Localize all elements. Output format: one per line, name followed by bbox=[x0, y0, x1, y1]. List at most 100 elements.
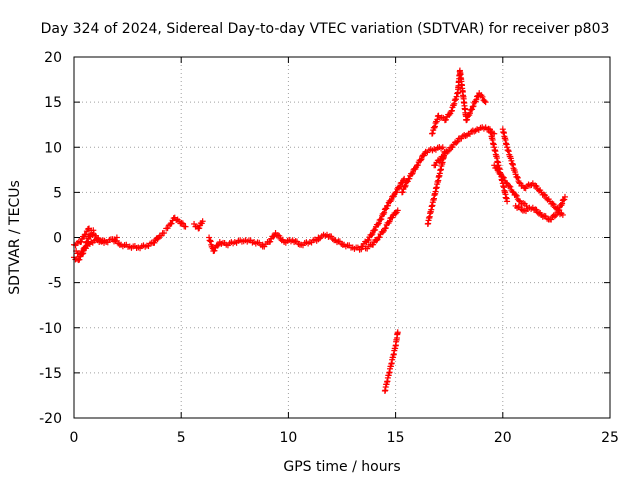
data-point bbox=[406, 175, 413, 182]
data-point bbox=[368, 232, 375, 239]
data-point bbox=[499, 173, 506, 180]
data-point bbox=[179, 220, 186, 227]
data-point bbox=[533, 183, 540, 190]
data-point bbox=[417, 157, 424, 164]
x-tick-label: 15 bbox=[387, 430, 405, 446]
data-point bbox=[500, 174, 507, 181]
data-point bbox=[90, 227, 97, 234]
data-point bbox=[515, 197, 522, 204]
data-point bbox=[551, 213, 558, 220]
data-point bbox=[418, 156, 425, 163]
data-point bbox=[559, 211, 566, 218]
data-point bbox=[512, 191, 519, 198]
data-point bbox=[389, 214, 396, 221]
data-point bbox=[444, 148, 451, 155]
data-point bbox=[168, 220, 175, 227]
data-point bbox=[449, 144, 456, 151]
data-point bbox=[78, 238, 85, 245]
y-tick-label: 15 bbox=[44, 95, 62, 111]
data-point bbox=[101, 239, 108, 246]
x-tick-label: 5 bbox=[177, 430, 186, 446]
x-tick-label: 20 bbox=[494, 430, 512, 446]
data-point bbox=[540, 191, 547, 198]
x-tick-label: 25 bbox=[601, 430, 619, 446]
data-point bbox=[469, 106, 476, 113]
data-point bbox=[561, 196, 568, 203]
data-point bbox=[408, 171, 415, 178]
y-tick-label: 5 bbox=[53, 185, 62, 201]
chart-title: Day 324 of 2024, Sidereal Day-to-day VTE… bbox=[41, 21, 610, 37]
data-point bbox=[394, 329, 401, 336]
data-point bbox=[446, 111, 453, 118]
data-point bbox=[182, 223, 189, 230]
data-point bbox=[561, 193, 568, 200]
y-tick-label: 0 bbox=[53, 231, 62, 247]
data-point bbox=[550, 201, 557, 208]
data-point bbox=[83, 245, 90, 252]
data-point bbox=[401, 183, 408, 190]
y-tick-label: -5 bbox=[48, 276, 62, 292]
data-point bbox=[514, 174, 521, 181]
data-point bbox=[161, 229, 168, 236]
data-point bbox=[399, 189, 406, 196]
data-point bbox=[432, 162, 439, 169]
data-point bbox=[509, 188, 516, 195]
data-point bbox=[214, 242, 221, 249]
y-tick-label: -15 bbox=[39, 366, 62, 382]
x-tick-label: 0 bbox=[70, 430, 79, 446]
data-point bbox=[378, 216, 385, 223]
data-points bbox=[71, 67, 568, 394]
data-point bbox=[439, 144, 446, 151]
data-point bbox=[491, 130, 498, 137]
data-point bbox=[196, 225, 203, 232]
data-point bbox=[516, 179, 523, 186]
data-point bbox=[437, 156, 444, 163]
data-point bbox=[514, 173, 521, 180]
axis-ticks bbox=[73, 56, 611, 419]
data-point bbox=[513, 192, 520, 199]
x-tick-label: 10 bbox=[279, 430, 297, 446]
data-point bbox=[274, 232, 281, 239]
y-tick-label: -20 bbox=[39, 411, 62, 427]
data-point bbox=[276, 232, 283, 239]
data-point bbox=[549, 200, 556, 207]
data-point bbox=[267, 238, 274, 245]
data-point bbox=[454, 138, 461, 145]
data-point bbox=[359, 243, 366, 250]
data-point bbox=[151, 239, 158, 246]
data-point bbox=[370, 241, 377, 248]
data-point bbox=[494, 165, 501, 172]
data-point bbox=[402, 182, 409, 189]
data-point bbox=[372, 226, 379, 233]
tick-labels: 0 5 10 15 20 25 -20 -15 -10 -5 0 5 10 15 20 bbox=[39, 50, 619, 446]
data-point bbox=[445, 147, 452, 154]
data-point bbox=[507, 183, 514, 190]
data-point bbox=[479, 93, 486, 100]
x-axis-label: GPS time / hours bbox=[283, 459, 400, 475]
data-point bbox=[409, 169, 416, 176]
data-point bbox=[369, 231, 376, 238]
data-point bbox=[270, 233, 277, 240]
data-point bbox=[504, 198, 511, 205]
data-point bbox=[542, 192, 549, 199]
data-point bbox=[211, 247, 218, 254]
data-point bbox=[394, 207, 401, 214]
data-point bbox=[464, 116, 471, 123]
data-point bbox=[440, 153, 447, 160]
data-point bbox=[548, 216, 555, 223]
data-point bbox=[379, 229, 386, 236]
y-tick-label: 20 bbox=[44, 50, 62, 66]
data-point bbox=[76, 256, 83, 263]
data-point bbox=[199, 218, 206, 225]
grid bbox=[74, 57, 610, 418]
data-point bbox=[533, 206, 540, 213]
data-point bbox=[414, 162, 421, 169]
y-tick-label: 10 bbox=[44, 140, 62, 156]
data-point bbox=[381, 209, 388, 216]
data-point bbox=[493, 165, 500, 172]
data-point bbox=[375, 220, 382, 227]
data-point bbox=[78, 251, 85, 258]
y-axis-label: SDTVAR / TECUs bbox=[7, 180, 23, 295]
data-point bbox=[164, 225, 171, 232]
